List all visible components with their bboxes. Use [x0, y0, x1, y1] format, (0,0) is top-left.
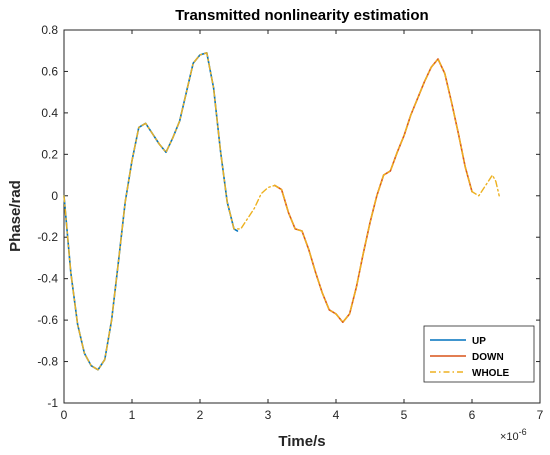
x-axis-exponent-power: -6	[519, 427, 527, 437]
y-tick-label: 0.4	[41, 106, 58, 120]
series-layer	[63, 51, 500, 371]
y-tick-label: 0.2	[41, 147, 58, 161]
x-axis-exponent: ×10-6	[500, 427, 527, 443]
x-tick-label: 7	[537, 408, 544, 422]
x-tick-label: 6	[469, 408, 476, 422]
series-line-whole	[63, 52, 500, 371]
legend-label-whole: WHOLE	[472, 368, 510, 379]
y-axis: -1 -0.8 -0.6 -0.4 -0.2 0 0.2 0.4 0.6 0.8	[37, 23, 540, 410]
x-tick-label: 0	[61, 408, 68, 422]
y-tick-label: 0.6	[41, 64, 58, 78]
x-axis-title: Time/s	[278, 433, 325, 450]
chart-title: Transmitted nonlinearity estimation	[175, 7, 428, 24]
y-tick-label: -0.6	[37, 313, 58, 327]
y-tick-label: 0	[51, 189, 58, 203]
x-tick-label: 3	[265, 408, 272, 422]
y-tick-label: -1	[47, 396, 58, 410]
legend-box	[423, 325, 535, 383]
y-tick-label: 0.8	[41, 23, 58, 37]
x-tick-label: 1	[129, 408, 136, 422]
legend: UP DOWN WHOLE	[423, 325, 535, 383]
y-tick-label: -0.8	[37, 355, 58, 369]
legend-label-up: UP	[472, 336, 486, 347]
y-axis-title: Phase/rad	[7, 180, 24, 252]
x-tick-label: 2	[197, 408, 204, 422]
x-tick-label: 4	[333, 408, 340, 422]
x-axis-exponent-base: ×10	[500, 431, 519, 443]
x-axis: 0 1 2 3 4 5 6 7	[61, 30, 544, 422]
y-tick-label: -0.2	[37, 230, 58, 244]
x-tick-label: 5	[401, 408, 408, 422]
legend-label-down: DOWN	[472, 352, 504, 363]
y-tick-label: -0.4	[37, 272, 58, 286]
